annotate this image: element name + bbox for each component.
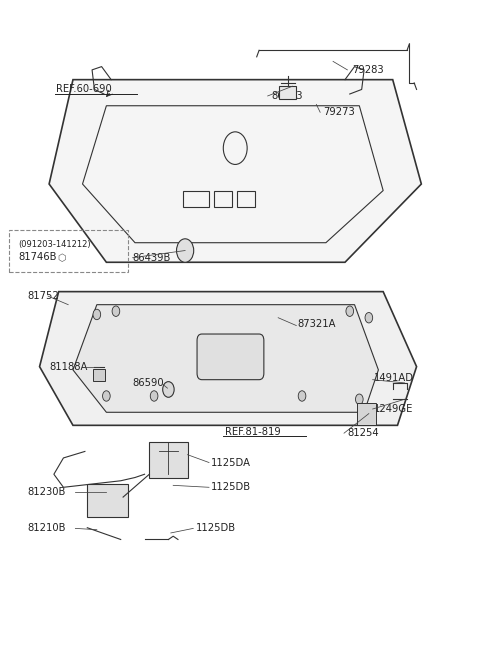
Bar (183, 191, 209, 207)
Text: 81254: 81254 (348, 428, 379, 438)
Circle shape (112, 306, 120, 316)
Circle shape (177, 239, 194, 262)
Text: 79283: 79283 (352, 65, 384, 75)
Circle shape (150, 391, 158, 402)
Circle shape (346, 306, 354, 316)
Text: REF.60-690: REF.60-690 (56, 84, 112, 94)
Polygon shape (73, 305, 378, 412)
Bar (87, 484, 128, 517)
Text: 81230B: 81230B (28, 487, 66, 497)
Bar (214, 191, 232, 207)
Bar (149, 441, 188, 477)
Circle shape (93, 309, 101, 320)
Circle shape (163, 382, 174, 398)
Text: 81210B: 81210B (28, 523, 66, 533)
Text: 86439B: 86439B (132, 253, 171, 263)
Bar (279, 86, 296, 99)
Text: 1249GE: 1249GE (373, 404, 413, 414)
Polygon shape (39, 291, 417, 425)
Text: 79273: 79273 (324, 107, 355, 117)
FancyBboxPatch shape (197, 334, 264, 380)
Bar (357, 403, 376, 425)
Text: 86590: 86590 (132, 378, 164, 388)
Text: 86423: 86423 (271, 91, 302, 101)
Text: 81752: 81752 (28, 291, 60, 301)
Text: REF.81-819: REF.81-819 (225, 427, 280, 437)
Text: 81746B: 81746B (18, 252, 57, 262)
Polygon shape (49, 80, 421, 262)
Circle shape (356, 394, 363, 404)
Text: 87321A: 87321A (297, 319, 336, 329)
Text: ⬡: ⬡ (58, 253, 66, 263)
Bar (94, 369, 105, 381)
Text: 1125DB: 1125DB (196, 523, 236, 533)
Text: (091203-141212): (091203-141212) (18, 240, 91, 248)
Circle shape (365, 312, 372, 323)
Circle shape (103, 391, 110, 402)
Circle shape (298, 391, 306, 402)
Text: 1125DB: 1125DB (211, 482, 252, 493)
Text: 1125DA: 1125DA (211, 458, 252, 468)
Text: 81188A: 81188A (49, 362, 87, 371)
Bar (237, 191, 255, 207)
Text: 1491AD: 1491AD (373, 373, 414, 383)
